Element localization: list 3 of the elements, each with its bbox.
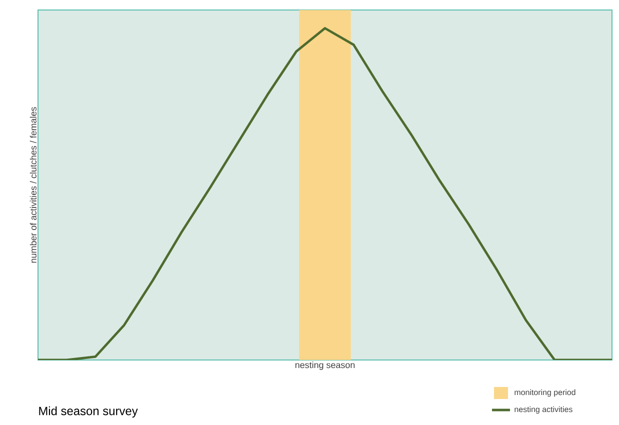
text: Mid season survey	[39, 406, 138, 418]
y-axis-title: number of activities / clutches / females	[30, 107, 36, 263]
x-axis-title: nesting season	[295, 362, 355, 370]
